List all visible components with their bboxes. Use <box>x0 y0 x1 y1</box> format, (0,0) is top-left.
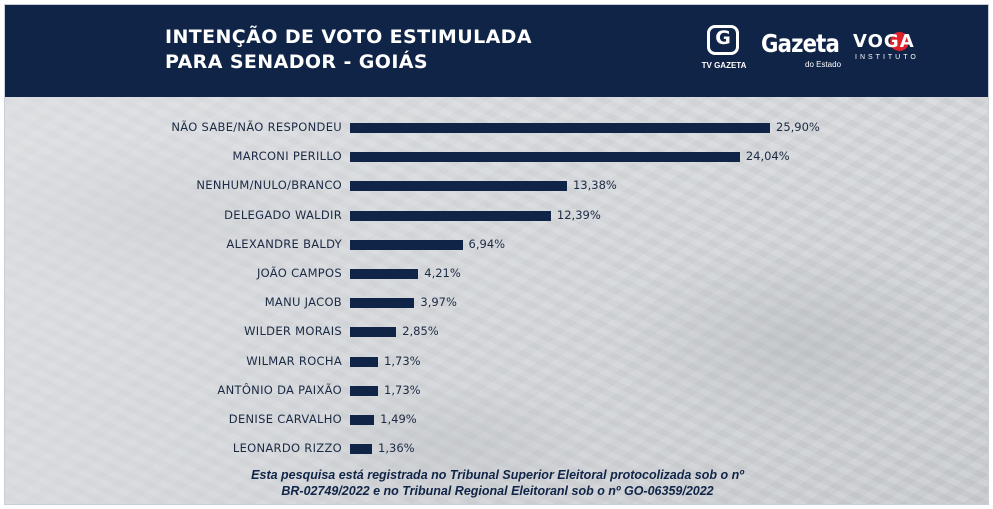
chart-title: INTENÇÃO DE VOTO ESTIMULADA PARA SENADOR… <box>165 25 532 75</box>
value-label: 13,38% <box>572 178 617 193</box>
value-label: 24,04% <box>745 149 790 164</box>
category-label: MARCONI PERILLO <box>232 149 342 164</box>
bar <box>350 269 419 279</box>
value-label: 4,21% <box>424 266 461 280</box>
tv-logo-text: TV GAZETA <box>701 61 747 70</box>
voga-logo-word: VOGA <box>853 31 915 52</box>
voga-red-dot-icon <box>890 32 909 51</box>
category-label: JOÃO CAMPOS <box>256 266 342 280</box>
bar <box>350 385 379 396</box>
tv-gazeta-logo: G TV GAZETA <box>699 23 749 83</box>
gazeta-logo-sub: do Estado <box>805 60 842 69</box>
value-label: 1,49% <box>380 412 417 426</box>
category-label: NÃO SABE/NÃO RESPONDEU <box>171 120 342 134</box>
category-label: DENISE CARVALHO <box>228 412 342 426</box>
registration-note-line-1: Esta pesquisa está registrada no Tribuna… <box>251 468 744 482</box>
value-label: 12,39% <box>556 207 601 222</box>
category-label: MANU JACOB <box>264 295 342 310</box>
bar <box>350 298 415 309</box>
category-label: ANTÔNIO DA PAIXÃO <box>217 382 342 397</box>
value-label: 25,90% <box>776 120 820 134</box>
bar <box>350 356 379 367</box>
value-label: 2,85% <box>402 324 439 339</box>
value-label: 1,36% <box>378 441 415 456</box>
registration-note-line-2: BR-02749/2022 e no Tribunal Regional Ele… <box>281 484 714 498</box>
bar <box>350 210 551 221</box>
title-line-1: INTENÇÃO DE VOTO ESTIMULADA <box>165 26 532 48</box>
background-overlay <box>5 97 988 504</box>
bar <box>350 152 740 163</box>
gazeta-logo: Gazeta <box>761 29 840 58</box>
bar <box>350 415 375 425</box>
registration-note: Esta pesquisa está registrada no Tribuna… <box>5 467 988 499</box>
value-label: 1,73% <box>384 353 421 368</box>
title-line-2: PARA SENADOR - GOIÁS <box>165 51 428 73</box>
bar <box>350 239 463 250</box>
category-label: ALEXANDRE BALDY <box>226 236 342 251</box>
bar <box>350 181 567 192</box>
category-label: DELEGADO WALDIR <box>224 207 342 222</box>
infographic-frame: INTENÇÃO DE VOTO ESTIMULADA PARA SENADOR… <box>4 4 989 505</box>
voga-logo: VOGA INSTITUTO <box>853 31 928 71</box>
bar <box>350 327 397 338</box>
tv-logo-letter: G <box>715 27 731 49</box>
category-label: WILMAR ROCHA <box>246 353 342 368</box>
value-label: 6,94% <box>468 236 506 251</box>
category-label: NENHUM/NULO/BRANCO <box>196 178 342 193</box>
header-banner: INTENÇÃO DE VOTO ESTIMULADA PARA SENADOR… <box>5 5 988 97</box>
value-label: 3,97% <box>420 295 457 310</box>
bar <box>350 444 373 455</box>
category-label: LEONARDO RIZZO <box>232 441 342 456</box>
value-label: 1,73% <box>384 382 421 397</box>
bar-chart: NÃO SABE/NÃO RESPONDEU 25,90% MARCONI PERI… <box>5 5 988 504</box>
tv-screen-icon <box>707 25 739 55</box>
bar <box>350 123 770 133</box>
category-label: WILDER MORAIS <box>244 324 342 339</box>
voga-logo-sub: INSTITUTO <box>855 54 919 61</box>
